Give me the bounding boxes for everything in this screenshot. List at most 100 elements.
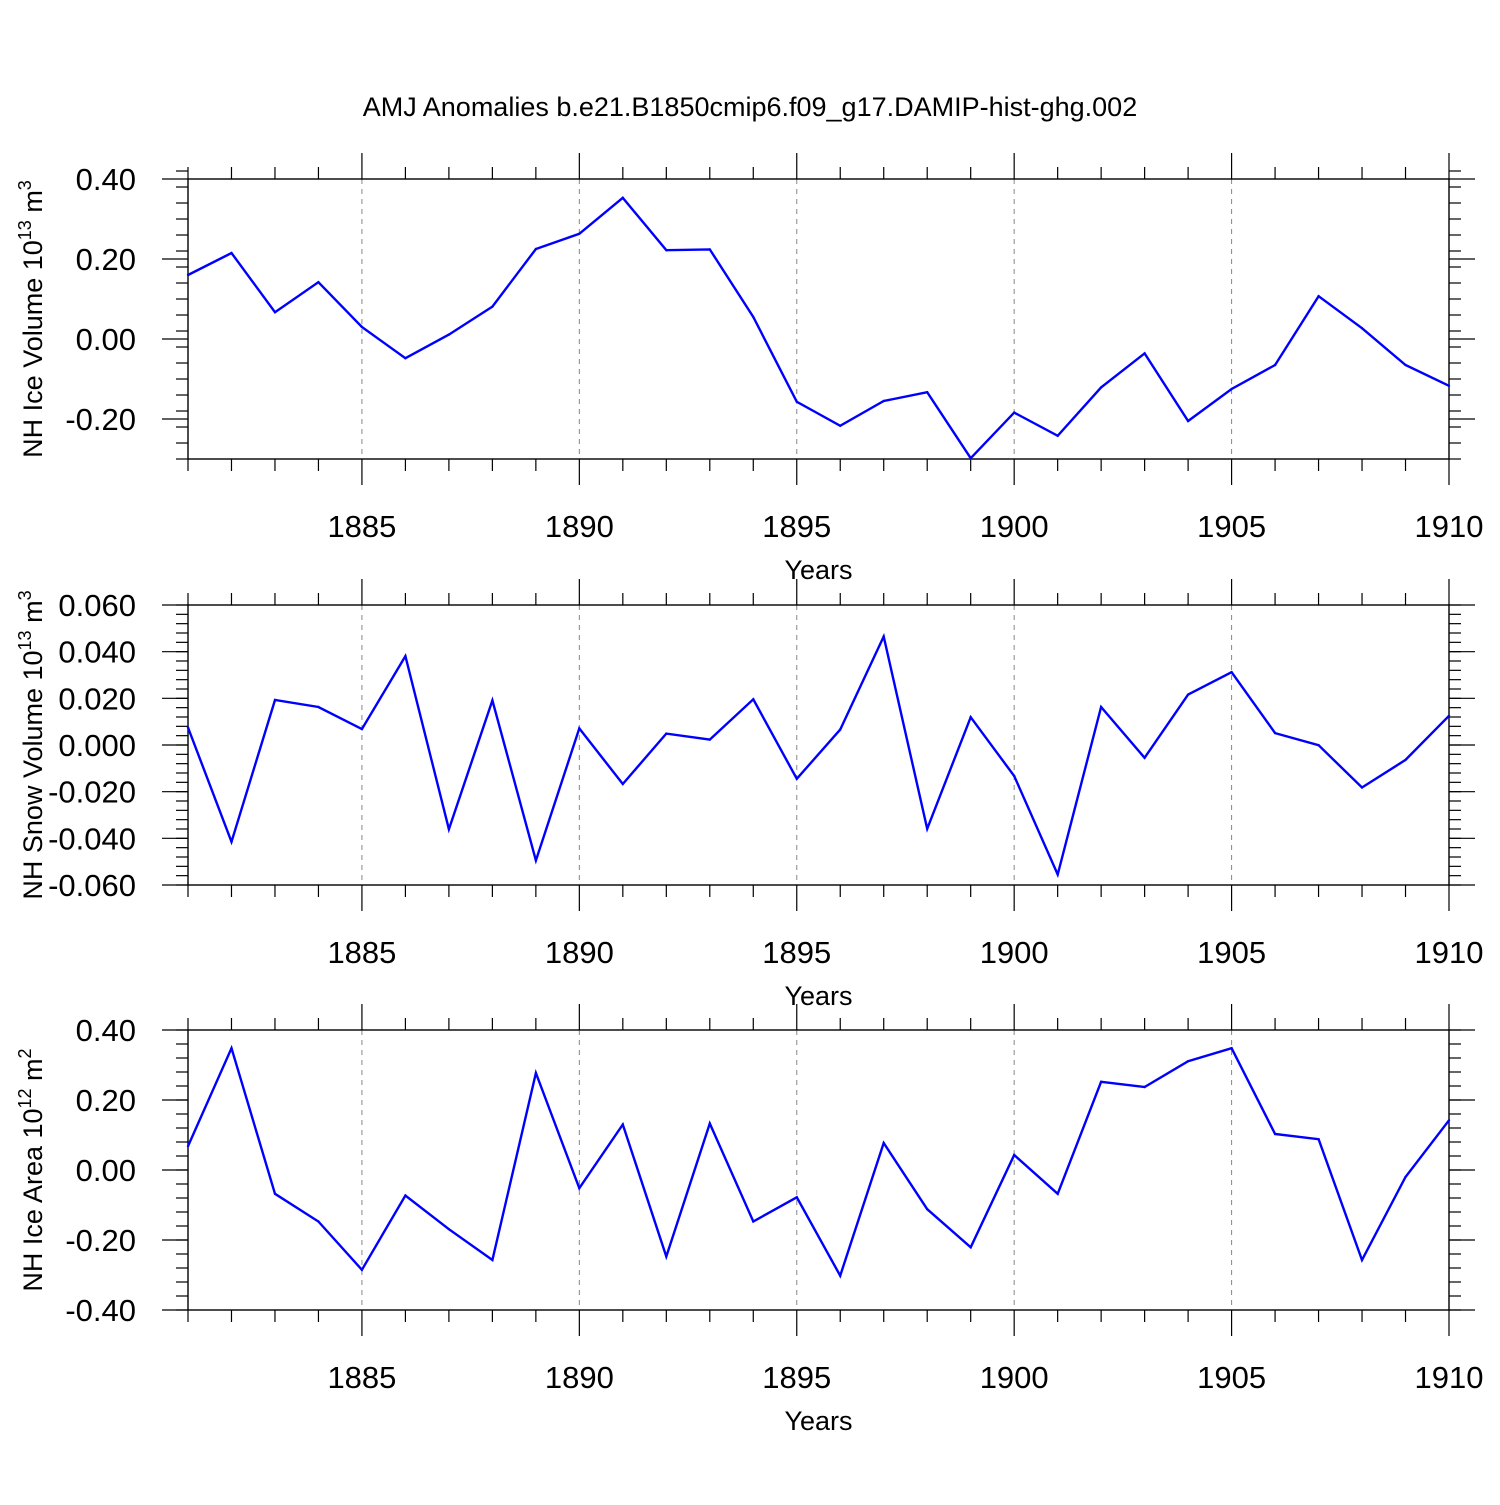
- y-axis-label-superscript: 13: [15, 220, 35, 240]
- x-tick-label: 1890: [545, 509, 614, 544]
- data-point: [1013, 774, 1016, 778]
- x-tick-label: 1885: [327, 509, 396, 544]
- x-tick-label: 1890: [545, 1360, 614, 1395]
- data-point: [1360, 1258, 1364, 1262]
- data-point: [491, 1258, 494, 1262]
- data-point: [621, 196, 624, 199]
- data-point: [752, 698, 755, 701]
- data-point: [1404, 758, 1407, 762]
- panel-ice-volume: 0.40 0.20 0.00 -0.20 1885 1890 1895 1900 1905 191…: [15, 153, 1483, 585]
- data-point: [447, 333, 451, 336]
- data-point: [1273, 363, 1277, 367]
- data-point: [1317, 744, 1320, 747]
- plot-frame: [187, 1029, 1450, 1311]
- data-point: [1099, 705, 1103, 709]
- y-tick-label: 0.040: [58, 635, 136, 670]
- data-point: [969, 457, 972, 460]
- data-point: [795, 1196, 798, 1199]
- data-point: [665, 1255, 668, 1258]
- data-point: [578, 727, 581, 730]
- data-point: [882, 399, 885, 403]
- data-point: [404, 1194, 407, 1197]
- series-line-ice-volume: [187, 196, 1450, 461]
- series-line-snow-volume: [186, 632, 1450, 879]
- data-point: [230, 1047, 233, 1050]
- data-point: [926, 391, 929, 394]
- data-point: [969, 1246, 972, 1249]
- data-point: [578, 1187, 581, 1190]
- y-axis-label-text: NH Ice Volume 10: [18, 240, 48, 458]
- data-point: [752, 1220, 755, 1223]
- y-tick-label: 0.000: [58, 728, 136, 763]
- y-tick-label: 0.20: [76, 242, 136, 277]
- x-tick-label: 1885: [327, 1360, 396, 1395]
- data-point: [1013, 1153, 1016, 1157]
- x-axis-label: Years: [784, 555, 852, 585]
- x-tick-label: 1905: [1197, 509, 1266, 544]
- data-point: [795, 777, 798, 780]
- data-point: [491, 699, 494, 702]
- data-point: [1360, 786, 1364, 789]
- y-axis-label-text: m: [18, 600, 48, 630]
- data-point: [708, 1122, 711, 1125]
- data-point: [708, 248, 711, 251]
- data-point: [273, 311, 277, 314]
- data-point: [1143, 1085, 1146, 1089]
- y-axis-label-superscript: 3: [15, 590, 35, 600]
- x-tick-label: 1895: [762, 935, 831, 970]
- x-tick-label: 1895: [762, 509, 831, 544]
- data-point: [752, 315, 755, 319]
- data-point: [491, 305, 494, 308]
- data-point: [1230, 671, 1233, 674]
- y-tick-label: 0.00: [76, 1153, 136, 1188]
- y-tick-label: -0.020: [48, 775, 136, 810]
- x-tick-label: 1910: [1415, 1360, 1484, 1395]
- data-point: [534, 1071, 538, 1075]
- y-axis-label-text: NH Snow Volume 10: [18, 650, 48, 899]
- y-axis-label-text: m: [18, 190, 48, 220]
- data-point: [186, 726, 190, 729]
- data-point: [404, 357, 407, 360]
- data-point: [273, 698, 277, 702]
- data-point: [360, 727, 364, 731]
- data-point: [360, 325, 364, 329]
- x-tick-label: 1910: [1415, 935, 1484, 970]
- y-tick-label: -0.40: [65, 1293, 136, 1328]
- x-tick-label: 1900: [980, 935, 1049, 970]
- data-point: [1317, 1138, 1320, 1141]
- x-tick-label: 1890: [545, 935, 614, 970]
- data-point: [1056, 434, 1059, 437]
- data-point: [534, 247, 538, 251]
- y-tick-label: -0.060: [48, 868, 136, 903]
- data-point: [1447, 384, 1451, 387]
- data-point: [447, 828, 451, 831]
- data-point: [1230, 387, 1233, 391]
- data-point: [186, 273, 190, 277]
- data-point: [926, 827, 929, 830]
- y-tick-label: 0.40: [76, 162, 136, 197]
- y-axis-label-superscript: 13: [15, 630, 35, 650]
- x-tick-label: 1885: [327, 935, 396, 970]
- y-axis-label: NH Ice Area 1012 m2: [15, 1048, 48, 1291]
- data-point: [1447, 1119, 1451, 1122]
- data-point: [1186, 1060, 1190, 1063]
- data-point: [1186, 419, 1190, 423]
- data-point: [1143, 756, 1146, 759]
- data-point: [621, 1123, 624, 1126]
- y-tick-label: -0.040: [48, 821, 136, 856]
- data-point: [1099, 1080, 1103, 1084]
- y-axis-label: NH Snow Volume 1013 m3: [15, 590, 48, 899]
- y-axis-label-text: NH Ice Area 10: [18, 1108, 48, 1291]
- data-point: [317, 1220, 320, 1223]
- figure-title: AMJ Anomalies b.e21.B1850cmip6.f09_g17.D…: [363, 92, 1137, 122]
- data-point: [404, 654, 407, 658]
- data-point: [1273, 1132, 1277, 1136]
- data-point: [1273, 731, 1277, 735]
- data-point: [317, 281, 320, 284]
- data-point: [1013, 411, 1016, 414]
- data-point: [1186, 693, 1190, 696]
- data-point: [882, 1141, 885, 1145]
- data-point: [317, 705, 320, 709]
